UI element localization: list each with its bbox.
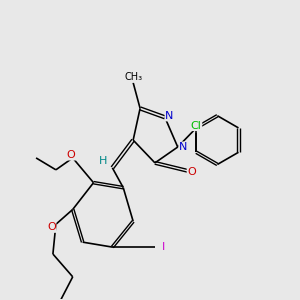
Text: O: O [187, 167, 196, 177]
Text: I: I [162, 242, 165, 252]
Text: N: N [179, 142, 187, 152]
Text: O: O [47, 222, 56, 232]
Text: Cl: Cl [191, 121, 202, 130]
Text: O: O [67, 150, 76, 160]
Text: N: N [165, 111, 173, 121]
Text: CH₃: CH₃ [124, 72, 142, 82]
Text: H: H [99, 156, 107, 166]
